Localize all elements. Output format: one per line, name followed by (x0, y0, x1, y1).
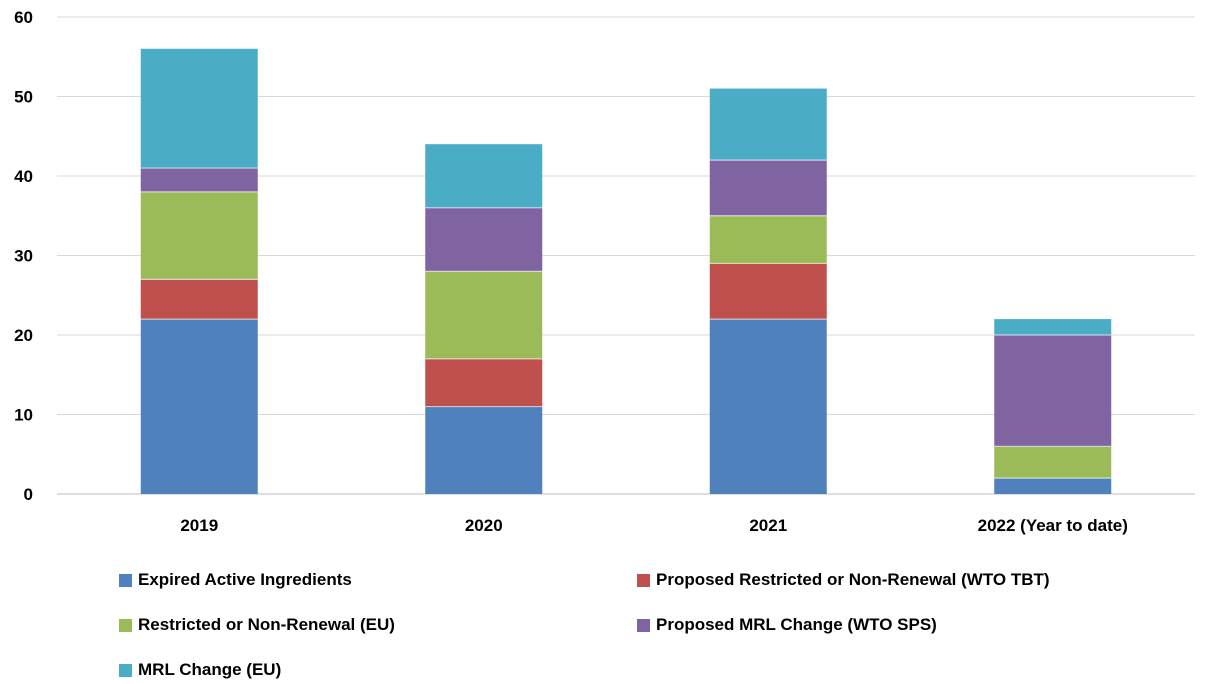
legend-swatch (119, 663, 132, 677)
bar-segment (709, 319, 827, 494)
legend-swatch (637, 573, 650, 587)
bar-segment (709, 160, 827, 216)
y-tick-label: 60 (14, 8, 33, 27)
y-tick-label: 40 (14, 167, 33, 186)
legend-label: Expired Active Ingredients (138, 570, 352, 589)
bar-segment (425, 358, 543, 407)
y-tick-label: 20 (14, 326, 33, 345)
legend-swatch (119, 573, 132, 587)
bar-segment (994, 478, 1112, 494)
legend-item-restricted-eu: Restricted or Non-Renewal (EU) (119, 615, 395, 635)
y-tick-label: 30 (14, 247, 33, 266)
y-tick-label: 0 (24, 485, 33, 504)
bar-segment (425, 144, 543, 208)
bar-segment (994, 446, 1112, 479)
x-tick-label: 2022 (Year to date) (978, 516, 1128, 535)
legend-swatch (119, 618, 132, 632)
bar-segment (140, 319, 258, 494)
legend: Expired Active Ingredients Proposed Rest… (0, 560, 1218, 684)
legend-label: MRL Change (EU) (138, 660, 282, 679)
x-tick-label: 2020 (465, 516, 503, 535)
bar-segment (425, 207, 543, 272)
bar-segment (140, 48, 258, 169)
legend-label: Proposed Restricted or Non-Renewal (WTO … (656, 570, 1050, 589)
y-axis-ticks: 0 10 20 30 40 50 60 (14, 8, 33, 504)
y-tick-label: 50 (14, 88, 33, 107)
bar-segment (994, 319, 1112, 335)
legend-label: Restricted or Non-Renewal (EU) (138, 615, 395, 634)
x-tick-label: 2021 (749, 516, 787, 535)
x-axis-ticks: 2019 2020 2021 2022 (Year to date) (180, 516, 1128, 535)
bar-segment (425, 271, 543, 359)
bar-segment (425, 406, 543, 494)
chart-plot: 0 10 20 30 40 50 60 2019 2020 2021 2022 (Year to … (14, 8, 1195, 535)
y-tick-label: 10 (14, 406, 33, 425)
bar-segment (994, 335, 1112, 447)
legend-item-expired-active-ingredients: Expired Active Ingredients (119, 570, 352, 590)
bar-segment (709, 88, 827, 161)
bar-segment (140, 279, 258, 320)
bar-segment (140, 191, 258, 280)
legend-label: Proposed MRL Change (WTO SPS) (656, 615, 937, 634)
x-tick-label: 2019 (180, 516, 218, 535)
legend-swatch (637, 618, 650, 632)
legend-item-mrl-change-eu: MRL Change (EU) (119, 660, 281, 680)
legend-item-proposed-restricted-wto-tbt: Proposed Restricted or Non-Renewal (WTO … (637, 570, 1050, 590)
bar-segment (709, 263, 827, 320)
bar-segment (140, 168, 258, 192)
bar-segment (709, 215, 827, 264)
legend-item-proposed-mrl-wto-sps: Proposed MRL Change (WTO SPS) (637, 615, 937, 635)
bars (140, 48, 1112, 494)
